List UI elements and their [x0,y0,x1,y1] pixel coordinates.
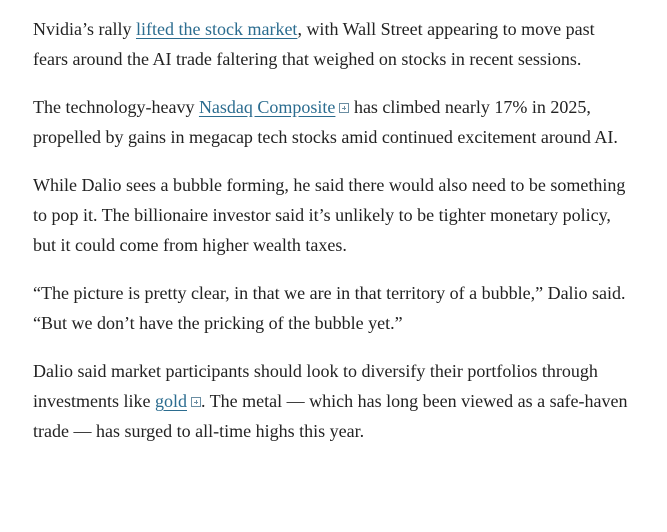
paragraph: Nvidia’s rally lifted the stock market, … [33,14,633,74]
text: . The metal — which has long been viewed… [33,391,628,441]
link[interactable]: Nasdaq Composite [198,97,336,117]
paragraph: Dalio said market participants should lo… [33,356,633,446]
paragraph: “The picture is pretty clear, in that we… [33,278,633,338]
text: While Dalio sees a bubble forming, he sa… [33,175,626,255]
text: Dalio said market participants should lo… [33,361,598,411]
text: has climbed nearly 17% in 2025, propelle… [33,97,618,147]
text: “The picture is pretty clear, in that we… [33,283,626,333]
text: Nvidia’s rally [33,19,136,39]
paragraph: While Dalio sees a bubble forming, he sa… [33,170,633,260]
expand-icon[interactable] [191,397,201,407]
article: Nvidia’s rally lifted the stock market, … [33,14,633,464]
expand-icon[interactable] [339,103,350,113]
paragraph: The technology-heavy Nasdaq Composite ha… [33,92,633,152]
link[interactable]: lifted the stock market [135,19,298,39]
text: , with Wall Street appearing to move pas… [33,19,595,69]
link[interactable]: gold [154,391,187,411]
text: The technology-heavy [33,97,199,117]
